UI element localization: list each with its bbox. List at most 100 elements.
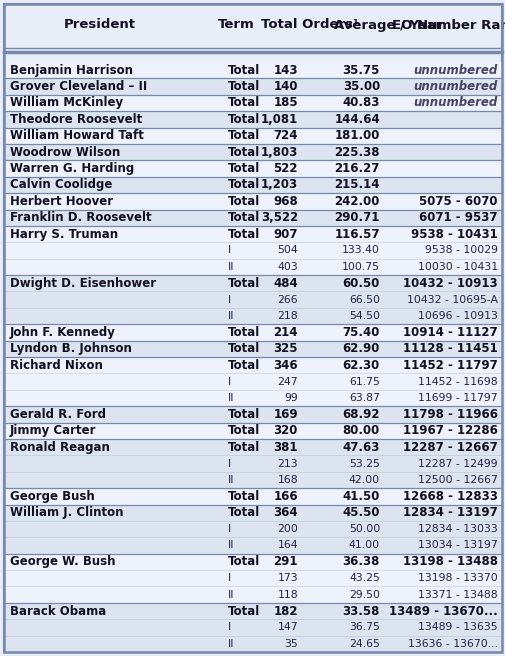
Bar [4, 504, 501, 521]
Bar [4, 78, 501, 94]
Text: 35: 35 [284, 639, 297, 649]
Text: 907: 907 [273, 228, 297, 241]
Text: 10432 - 10695-A: 10432 - 10695-A [406, 295, 497, 304]
Text: 68.92: 68.92 [342, 408, 379, 421]
Bar [4, 275, 501, 291]
Text: 62.30: 62.30 [342, 359, 379, 372]
Bar [4, 258, 501, 275]
Text: Term: Term [217, 18, 254, 31]
Text: 13636 - 13670...: 13636 - 13670... [408, 639, 497, 649]
Text: 5075 - 6070: 5075 - 6070 [419, 195, 497, 208]
Text: 116.57: 116.57 [334, 228, 379, 241]
Text: 47.63: 47.63 [342, 441, 379, 454]
Text: 1,803: 1,803 [260, 146, 297, 159]
Text: 41.00: 41.00 [348, 541, 379, 550]
Text: 13489 - 13635: 13489 - 13635 [418, 623, 497, 632]
Text: 218: 218 [277, 311, 297, 321]
Text: George W. Bush: George W. Bush [10, 556, 115, 568]
Bar [4, 455, 501, 472]
Text: Total: Total [228, 64, 260, 77]
Text: Total: Total [228, 129, 260, 142]
Bar [4, 439, 501, 455]
Text: 11699 - 11797: 11699 - 11797 [418, 393, 497, 403]
Text: 11967 - 12286: 11967 - 12286 [402, 424, 497, 438]
Text: Total: Total [228, 80, 260, 93]
Text: Total: Total [228, 146, 260, 159]
Text: Jimmy Carter: Jimmy Carter [10, 424, 96, 438]
Text: 50.00: 50.00 [348, 524, 379, 534]
Text: I: I [228, 377, 231, 386]
Text: Woodrow Wilson: Woodrow Wilson [10, 146, 120, 159]
Text: 403: 403 [277, 262, 297, 272]
Text: Barack Obama: Barack Obama [10, 605, 106, 617]
Text: 346: 346 [273, 359, 297, 372]
Bar [4, 472, 501, 488]
Text: 36.38: 36.38 [342, 556, 379, 568]
Text: 143: 143 [273, 64, 297, 77]
Text: 12287 - 12667: 12287 - 12667 [402, 441, 497, 454]
Text: Grover Cleveland – II: Grover Cleveland – II [10, 80, 147, 93]
Text: I: I [228, 245, 231, 255]
Text: 215.14: 215.14 [334, 178, 379, 192]
Text: Total Orders¹: Total Orders¹ [261, 18, 358, 31]
Bar [4, 373, 501, 390]
Text: John F. Kennedy: John F. Kennedy [10, 326, 116, 339]
Text: 185: 185 [273, 96, 297, 110]
Text: William McKinley: William McKinley [10, 96, 123, 110]
Text: 13489 - 13670...: 13489 - 13670... [388, 605, 497, 617]
Text: 36.75: 36.75 [348, 623, 379, 632]
Text: EO Number Range: EO Number Range [391, 18, 505, 31]
Text: Total: Total [228, 228, 260, 241]
Text: unnumbered: unnumbered [413, 64, 497, 77]
Text: 225.38: 225.38 [334, 146, 379, 159]
Bar [4, 193, 501, 209]
Text: 35.75: 35.75 [342, 64, 379, 77]
Text: 11128 - 11451: 11128 - 11451 [402, 342, 497, 356]
Text: Franklin D. Roosevelt: Franklin D. Roosevelt [10, 211, 151, 224]
Text: Total: Total [228, 408, 260, 421]
Text: 63.87: 63.87 [348, 393, 379, 403]
Text: 60.50: 60.50 [342, 277, 379, 290]
Text: Gerald R. Ford: Gerald R. Ford [10, 408, 106, 421]
Text: 13371 - 13488: 13371 - 13488 [418, 590, 497, 600]
Text: 11452 - 11698: 11452 - 11698 [418, 377, 497, 386]
Bar [4, 160, 501, 176]
Text: 173: 173 [277, 573, 297, 583]
Text: 168: 168 [277, 475, 297, 485]
Text: 54.50: 54.50 [348, 311, 379, 321]
Text: 144.64: 144.64 [334, 113, 379, 126]
Text: 66.50: 66.50 [348, 295, 379, 304]
Bar [4, 636, 501, 652]
Text: 10696 - 10913: 10696 - 10913 [417, 311, 497, 321]
Text: 213: 213 [277, 459, 297, 468]
Text: 29.50: 29.50 [348, 590, 379, 600]
Text: George Bush: George Bush [10, 490, 94, 502]
Text: 13034 - 13197: 13034 - 13197 [418, 541, 497, 550]
Bar [4, 586, 501, 603]
Bar [4, 357, 501, 373]
Text: 266: 266 [277, 295, 297, 304]
Bar [4, 390, 501, 406]
Bar [4, 488, 501, 504]
Bar [4, 603, 501, 619]
Text: 484: 484 [273, 277, 297, 290]
Bar [4, 176, 501, 193]
Text: I: I [228, 623, 231, 632]
Text: 13198 - 13370: 13198 - 13370 [418, 573, 497, 583]
Text: 169: 169 [273, 408, 297, 421]
Text: unnumbered: unnumbered [413, 96, 497, 110]
Text: 41.50: 41.50 [342, 490, 379, 502]
Text: 10432 - 10913: 10432 - 10913 [402, 277, 497, 290]
Bar [4, 537, 501, 554]
Text: 724: 724 [273, 129, 297, 142]
Bar [4, 94, 501, 111]
Text: 12834 - 13197: 12834 - 13197 [402, 506, 497, 519]
Text: Harry S. Truman: Harry S. Truman [10, 228, 118, 241]
Text: Total: Total [228, 195, 260, 208]
Text: Total: Total [228, 506, 260, 519]
Text: I: I [228, 524, 231, 534]
Text: 45.50: 45.50 [342, 506, 379, 519]
Bar [4, 209, 501, 226]
Text: 182: 182 [273, 605, 297, 617]
Text: 12287 - 12499: 12287 - 12499 [418, 459, 497, 468]
